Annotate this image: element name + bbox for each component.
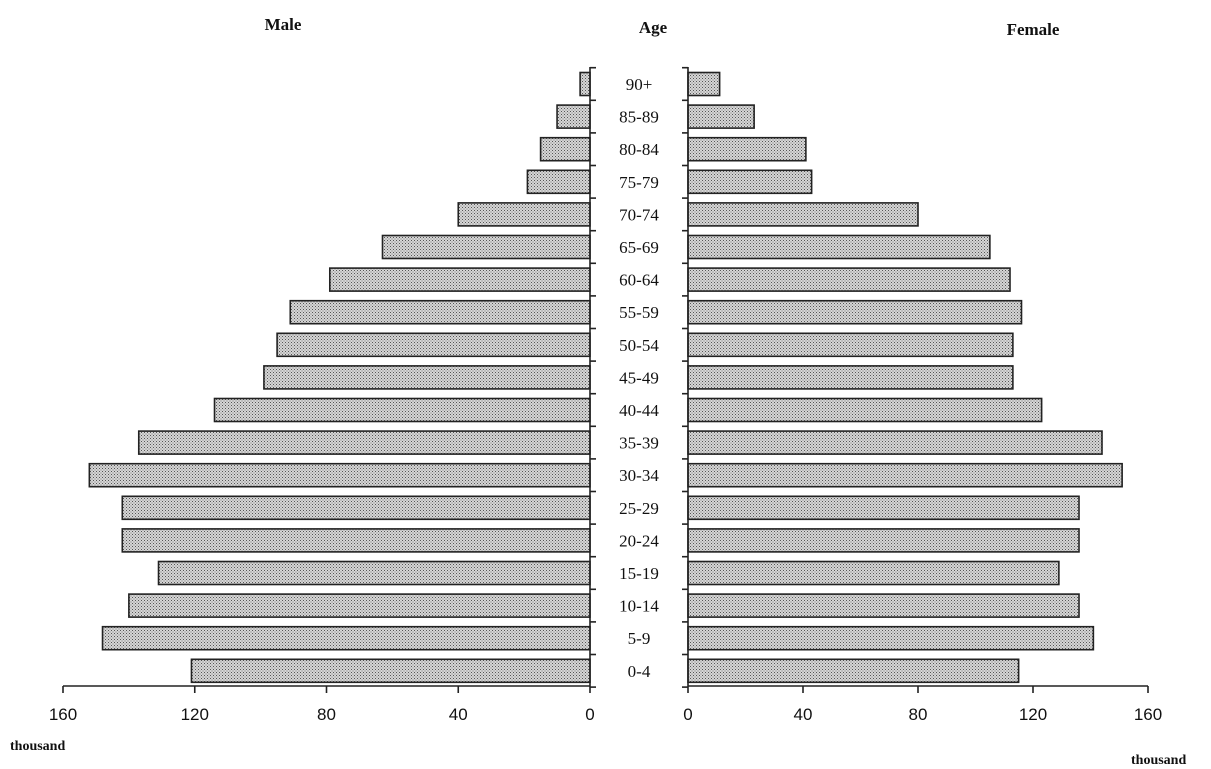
male-x-tick-label: 160	[49, 705, 77, 724]
female-x-tick-label: 160	[1134, 705, 1162, 724]
female-bar-65-69	[687, 234, 991, 260]
male-x-tick-label: 120	[181, 705, 209, 724]
male-bar-40-44	[213, 397, 591, 423]
female-bar-30-34	[687, 462, 1123, 488]
female-bar-35-39	[687, 430, 1103, 455]
male-bar-25-29	[121, 495, 591, 521]
female-bars	[687, 71, 1123, 684]
male-bar-90+	[579, 71, 591, 97]
age-label-90+: 90+	[626, 75, 653, 94]
male-bar-55-59	[289, 299, 591, 325]
male-bar-85-89	[556, 104, 591, 129]
male-bars	[88, 71, 591, 684]
male-bar-15-19	[157, 560, 591, 586]
male-bar-5-9	[101, 625, 591, 651]
age-label-20-24: 20-24	[619, 531, 659, 550]
female-x-tick-label: 0	[683, 705, 692, 724]
female-bar-80-84	[687, 136, 807, 162]
female-bar-45-49	[687, 365, 1014, 390]
age-label-0-4: 0-4	[628, 662, 651, 681]
male-bar-10-14	[128, 593, 591, 618]
male-bar-50-54	[276, 332, 591, 358]
female-bar-75-79	[687, 169, 813, 195]
age-labels: 90+ 85-89 80-84 75-79 70-74 65-69 60-64 55-59 50…	[619, 75, 659, 681]
age-label-65-69: 65-69	[619, 238, 659, 257]
age-label-50-54: 50-54	[619, 336, 659, 355]
age-label-55-59: 55-59	[619, 303, 659, 322]
age-label-15-19: 15-19	[619, 564, 659, 583]
female-bar-25-29	[687, 495, 1080, 521]
male-bar-65-69	[381, 234, 591, 260]
male-bar-20-24	[121, 528, 591, 553]
age-label-45-49: 45-49	[619, 368, 659, 387]
female-bar-90+	[687, 71, 721, 97]
age-y-ticks	[590, 66, 688, 688]
female-x-tick-label: 40	[794, 705, 813, 724]
female-bar-55-59	[687, 299, 1023, 325]
age-label-85-89: 85-89	[619, 108, 659, 127]
female-bar-5-9	[687, 625, 1095, 651]
male-x-ticks: 160 120 80 40 0	[49, 686, 595, 724]
age-label-40-44: 40-44	[619, 401, 659, 420]
male-x-tick-label: 80	[317, 705, 336, 724]
age-label-60-64: 60-64	[619, 271, 659, 290]
male-x-tick-label: 0	[585, 705, 594, 724]
age-label-10-14: 10-14	[619, 597, 659, 616]
age-label-80-84: 80-84	[619, 140, 659, 159]
male-x-tick-label: 40	[449, 705, 468, 724]
female-bar-60-64	[687, 267, 1011, 292]
male-bar-45-49	[263, 365, 591, 390]
age-label-35-39: 35-39	[619, 434, 659, 453]
female-bar-40-44	[687, 397, 1043, 423]
female-unit-label: thousand	[1131, 753, 1186, 768]
female-bar-50-54	[687, 332, 1014, 358]
male-title: Male	[265, 15, 302, 34]
age-label-30-34: 30-34	[619, 466, 659, 485]
female-bar-70-74	[687, 202, 919, 227]
age-label-5-9: 5-9	[628, 629, 651, 648]
male-unit-label: thousand	[10, 739, 65, 754]
age-label-25-29: 25-29	[619, 499, 659, 518]
female-bar-10-14	[687, 593, 1080, 618]
female-x-tick-label: 120	[1019, 705, 1047, 724]
male-bar-35-39	[137, 430, 591, 455]
female-bar-85-89	[687, 104, 755, 129]
male-bar-80-84	[539, 136, 591, 162]
female-x-ticks: 0 40 80 120 160	[683, 686, 1162, 724]
age-label-75-79: 75-79	[619, 173, 659, 192]
female-x-tick-label: 80	[909, 705, 928, 724]
male-bar-30-34	[88, 462, 591, 488]
female-bar-15-19	[687, 560, 1060, 586]
male-bar-60-64	[328, 267, 591, 292]
male-bar-75-79	[526, 169, 591, 195]
age-title: Age	[639, 18, 668, 37]
male-bar-70-74	[457, 202, 591, 227]
female-title: Female	[1007, 20, 1060, 39]
male-bar-0-4	[190, 658, 591, 684]
female-bar-0-4	[687, 658, 1020, 684]
age-label-70-74: 70-74	[619, 205, 659, 224]
female-bar-20-24	[687, 528, 1080, 553]
